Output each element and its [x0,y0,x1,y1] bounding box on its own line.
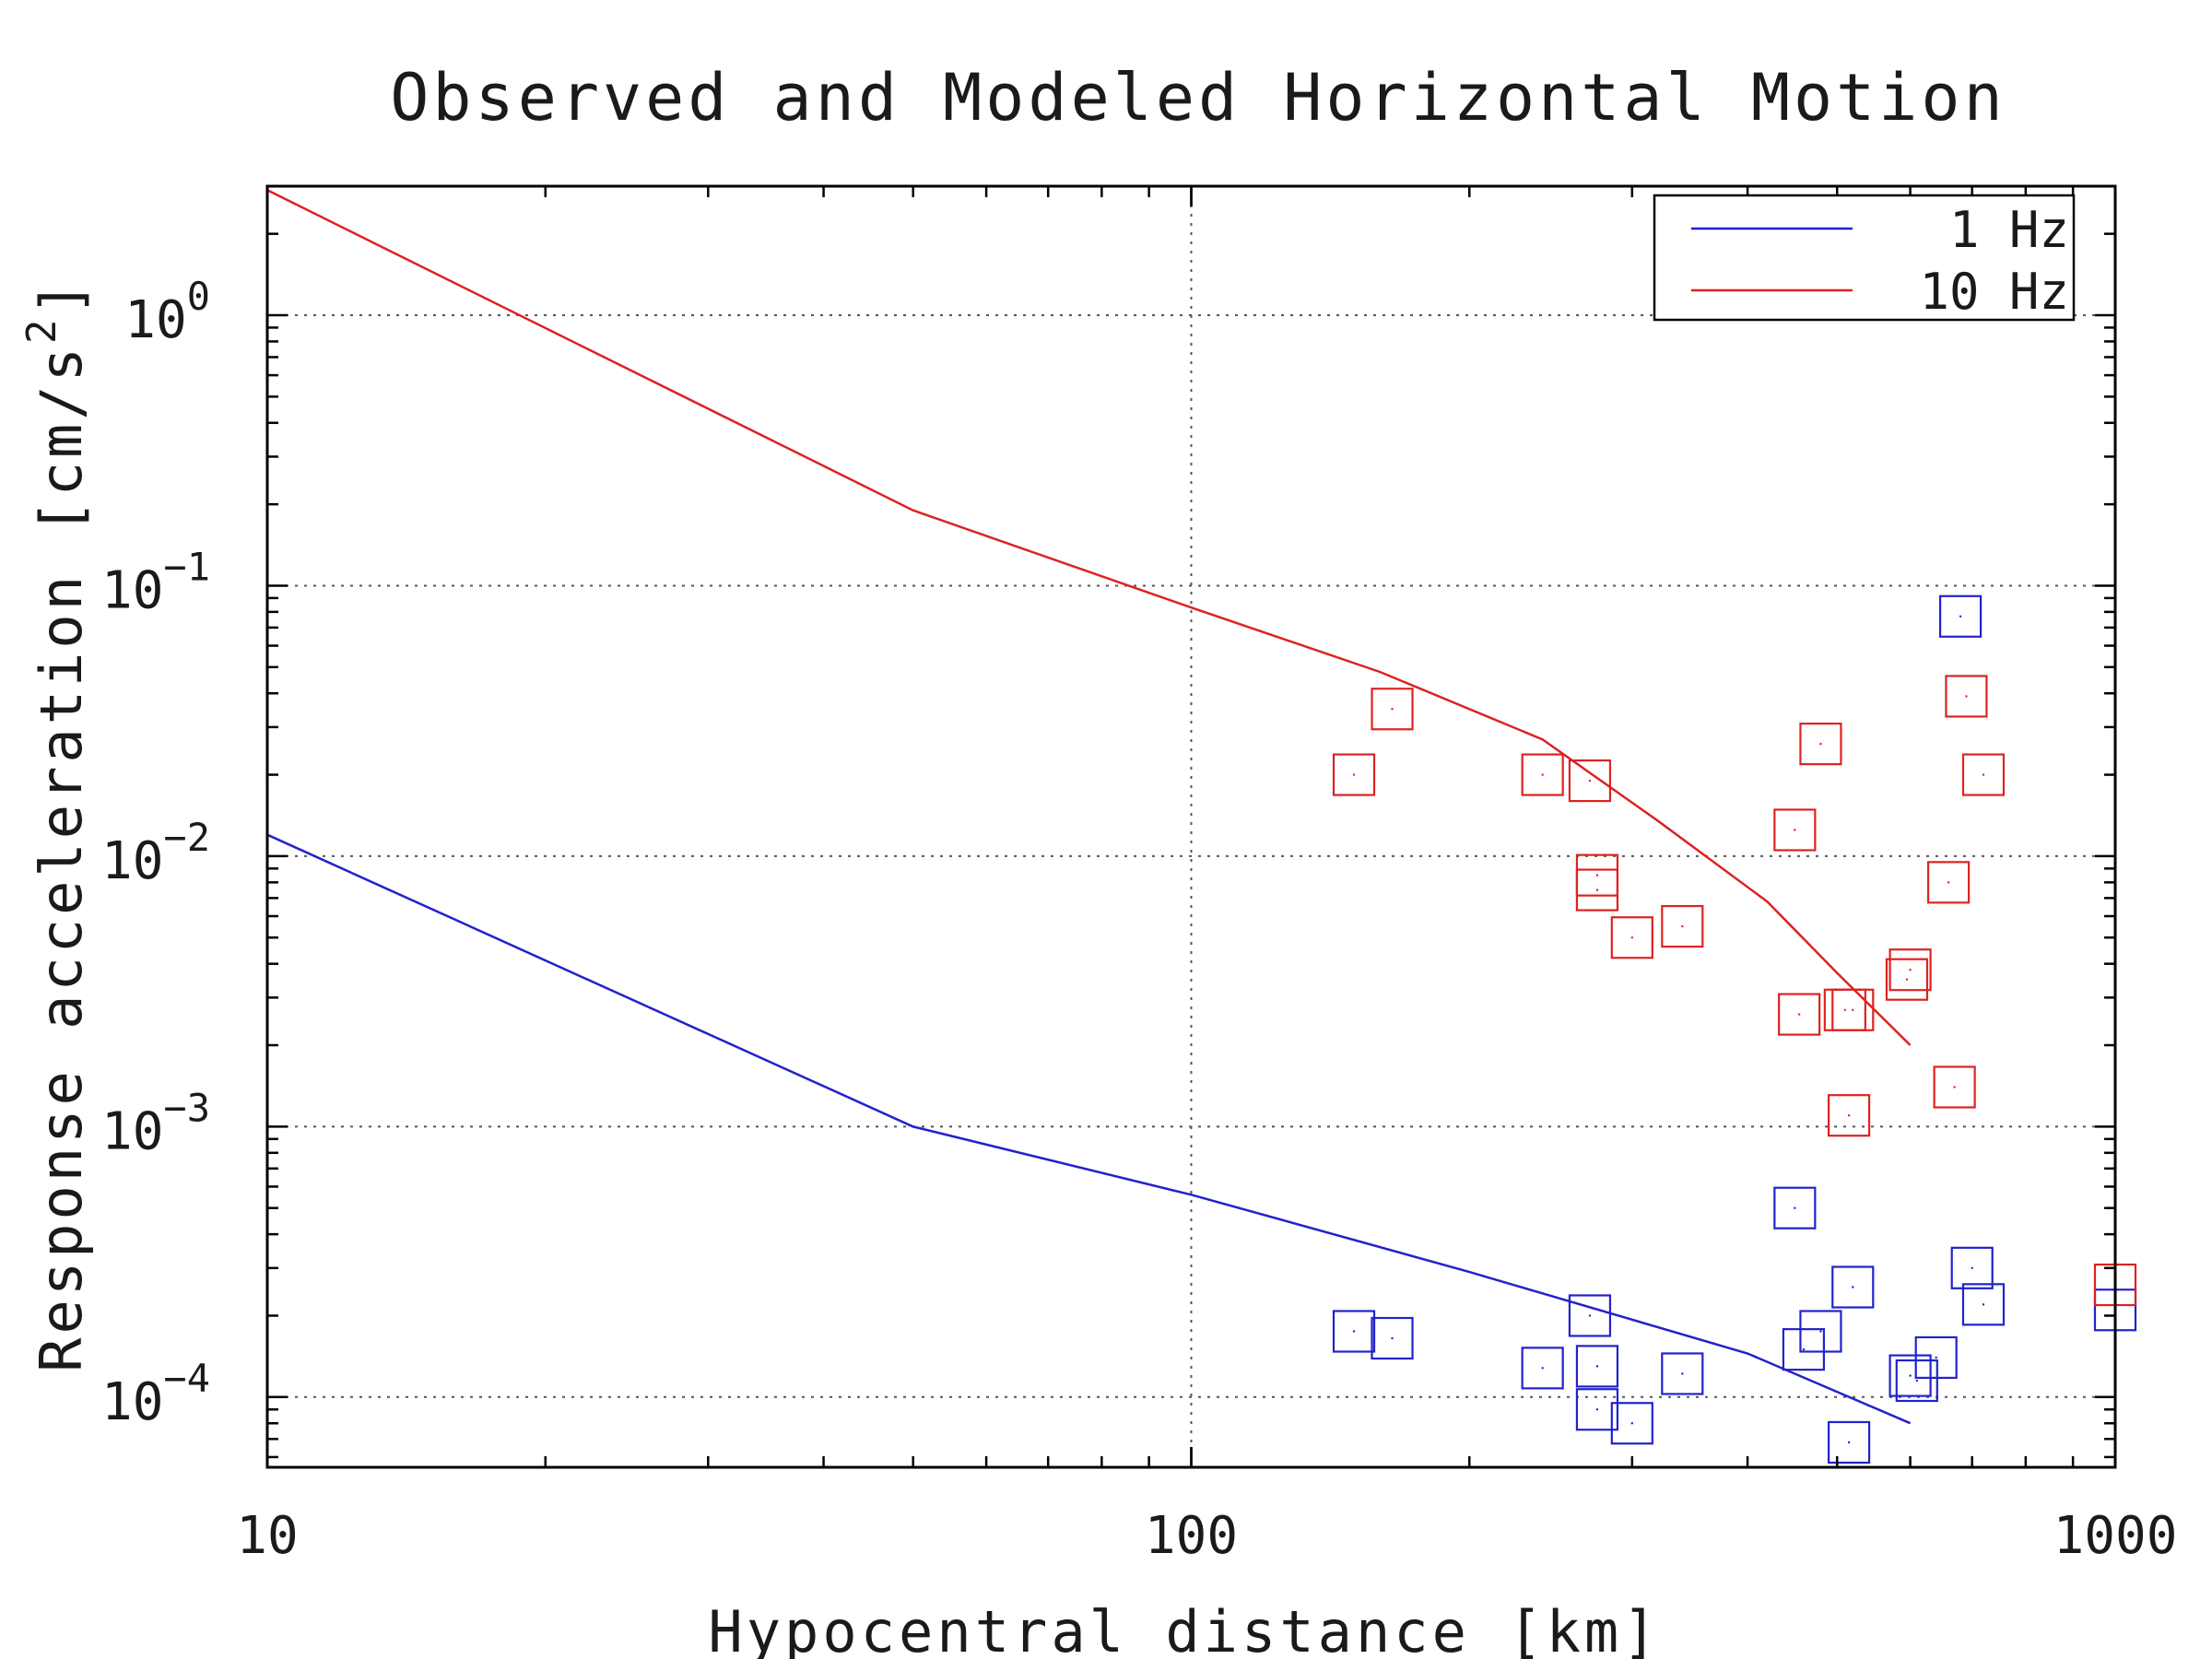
observed-point-10hz [1961,753,2006,796]
y-axis-label-main: Response acceleration [cm/s [28,344,95,1372]
observed-point-center-10hz [1588,779,1592,782]
observed-point-10hz [1610,916,1653,959]
x-tick-label: 1000 [2053,1506,2178,1566]
observed-point-center-10hz [1794,829,1796,831]
observed-point-1hz [1773,1186,1817,1230]
observed-point-center-10hz [1947,881,1950,884]
y-tick-label: 10−1 [101,544,210,620]
observed-point-1hz [1568,1294,1612,1337]
observed-point-center-10hz [1905,978,1909,981]
observed-point-center-1hz [1794,1206,1796,1209]
observed-point-10hz [1661,905,1704,948]
observed-point-1hz [1888,1354,1932,1397]
observed-point-1hz [1575,1388,1619,1431]
observed-point-10hz [1521,753,1564,796]
y-axis-label: Response acceleration [cm/s2] [18,277,95,1372]
observed-point-center-1hz [1852,1286,1854,1288]
model-line-10hz [266,189,1912,1046]
observed-point-center-1hz [1915,1379,1918,1382]
observed-point-10hz [1799,723,1842,766]
observed-point-center-1hz [1595,1408,1599,1411]
observed-point-center-10hz [1965,695,1968,698]
observed-point-center-10hz [1953,1086,1956,1088]
observed-point-center-1hz [1909,1374,1912,1377]
observed-point-center-10hz [1352,773,1356,776]
legend-box [1653,194,2076,322]
observed-point-center-10hz [1982,773,1985,776]
model-line-1hz [266,833,1912,1425]
observed-point-center-1hz [1982,1303,1985,1306]
x-tick-label: 100 [1145,1506,1238,1566]
observed-point-1hz [1610,1402,1653,1445]
observed-point-center-10hz [1681,924,1684,928]
legend-label-1hz: 1 Hz [1949,201,2069,259]
observed-point-center-10hz [1595,874,1599,877]
observed-point-center-1hz [1588,1314,1592,1317]
plot-area [266,189,2137,1465]
axis-ticks: 10 100 1000 100 10−1 10−2 10−3 10−4 [101,184,2178,1566]
observed-point-center-1hz [1847,1441,1851,1444]
observed-point-1hz [1831,1265,1875,1309]
observed-point-center-10hz [1595,888,1599,891]
observed-point-center-10hz [1852,1008,1854,1011]
y-tick-label: 10−3 [101,1085,210,1161]
observed-point-center-1hz [1595,1365,1599,1368]
observed-point-10hz [1827,1094,1871,1137]
observed-point-center-10hz [1541,773,1544,776]
observed-point-center-10hz [1843,1008,1847,1011]
y-tick-label: 10−2 [101,815,210,891]
observed-point-1hz [1799,1310,1842,1353]
observed-point-1hz [1950,1246,1994,1289]
observed-point-1hz [1827,1420,1871,1465]
observed-point-10hz [1371,688,1414,731]
observed-point-center-1hz [1959,615,1962,618]
observed-point-center-10hz [1847,1114,1851,1117]
observed-point-center-10hz [1630,936,1634,939]
observed-point-10hz [1926,861,1971,904]
observed-point-center-10hz [1909,969,1912,971]
observed-point-center-10hz [1819,742,1822,746]
x-axis-label: Hypocentral distance [km] [708,1598,1660,1659]
observed-point-1hz [1782,1328,1826,1371]
y-axis-label-close: ] [28,277,95,315]
chart-title: Observed and Modeled Horizontal Motion [390,60,2006,135]
observed-point-center-1hz [1391,1336,1394,1340]
observed-point-center-1hz [1971,1266,1973,1269]
grid-lines [267,186,2115,1467]
observed-point-center-1hz [1352,1330,1356,1333]
observed-point-10hz [1778,993,1821,1036]
observed-point-center-1hz [1935,1356,1937,1359]
observed-point-10hz [1575,853,1619,897]
observed-point-center-10hz [1391,708,1394,711]
observed-point-center-1hz [1802,1347,1806,1351]
observed-point-10hz [1945,675,1988,718]
x-tick-label: 10 [236,1506,298,1566]
observed-point-1hz [1914,1335,1958,1380]
y-tick-label: 100 [124,274,210,350]
observed-point-10hz [1933,1065,1976,1109]
observed-point-10hz [1568,759,1612,803]
y-axis-label-sup: 2 [18,315,65,344]
observed-point-10hz [1885,958,1929,1001]
observed-point-1hz [1575,1345,1619,1388]
observed-point-10hz [1831,988,1875,1031]
observed-point-center-1hz [1819,1330,1822,1333]
observed-point-1hz [1961,1283,2006,1326]
observed-point-1hz [1661,1352,1704,1395]
observed-point-1hz [1521,1347,1564,1390]
observed-point-10hz [1888,948,1932,992]
y-tick-label: 10−4 [101,1356,210,1432]
legend: 1 Hz 10 Hz [1653,194,2076,322]
observed-point-1hz [1371,1316,1414,1360]
observed-point-center-1hz [1541,1367,1544,1370]
observed-point-1hz [1938,594,1983,638]
observed-point-center-1hz [1630,1422,1634,1425]
observed-point-center-1hz [1681,1372,1684,1375]
observed-point-center-10hz [1797,1013,1801,1016]
observed-point-10hz [1332,753,1376,796]
observed-point-10hz [1773,808,1817,852]
observed-point-1hz [1332,1310,1376,1353]
legend-label-10hz: 10 Hz [1919,263,2069,321]
